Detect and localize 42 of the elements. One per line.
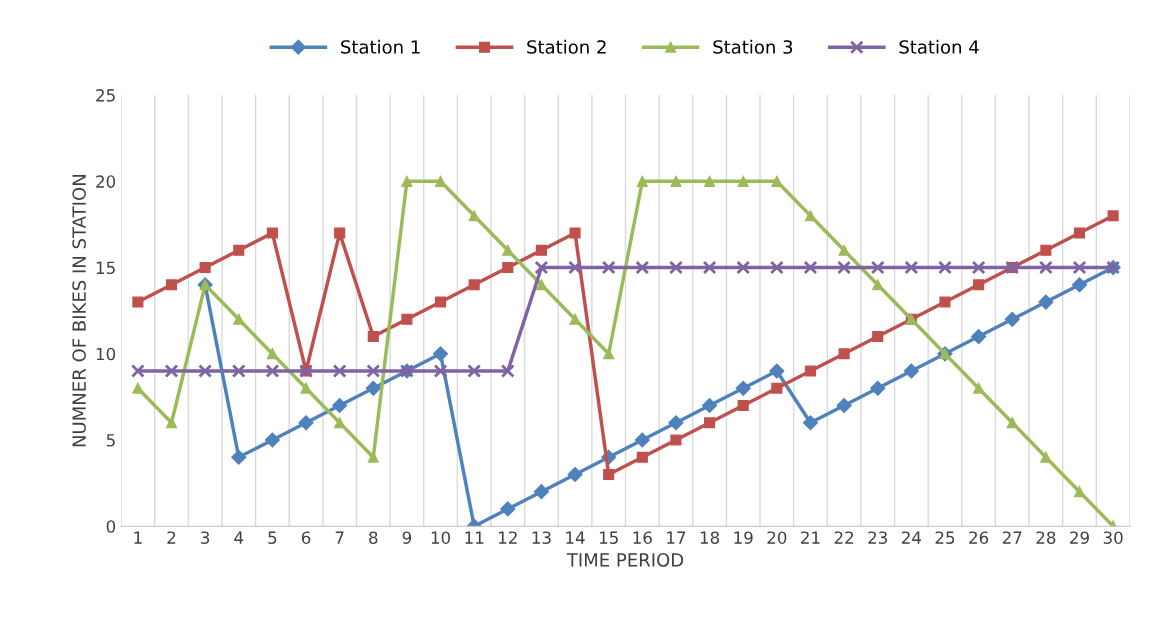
x-tick-label: 10 [431,531,451,544]
x-tick-label: 18 [700,531,720,544]
x-tick-label: 15 [599,531,618,544]
x-tick-label: 13 [532,531,551,544]
x-tick-label: 26 [969,531,989,544]
x-tick-label: 7 [335,531,344,544]
legend-label: Station 1 [341,39,420,54]
x-tick-label: 30 [1103,531,1123,544]
x-tick-label: 3 [201,531,210,544]
x-tick-label: 14 [566,531,585,544]
x-tick-label: 9 [402,531,412,544]
x-tick-label: 4 [234,531,244,544]
x-tick-label: 12 [499,531,517,544]
x-tick-label: 1 [134,531,142,544]
y-tick-label: 0 [106,520,116,533]
x-tick-label: 27 [1002,531,1022,544]
x-tick-label: 22 [834,531,854,544]
y-tick-label: 15 [96,261,115,275]
x-tick-label: 11 [465,531,484,544]
x-axis-title: TIME PERIOD [566,553,684,567]
legend-label: Station 3 [713,39,793,54]
y-tick-label: 10 [96,347,116,361]
y-tick-label: 5 [106,434,115,447]
x-tick-label: 24 [901,531,922,544]
x-tick-label: 6 [301,531,311,544]
x-tick-label: 23 [868,531,887,544]
x-tick-label: 25 [935,531,955,544]
x-tick-label: 21 [801,531,820,544]
x-tick-label: 8 [369,531,378,544]
x-tick-label: 5 [268,531,277,544]
x-tick-label: 29 [1070,531,1089,544]
y-axis-title: NUMNER OF BIKES IN STATION [72,175,86,447]
x-tick-label: 20 [767,531,787,544]
x-tick-label: 16 [633,531,652,544]
x-tick-label: 2 [167,531,176,544]
x-tick-label: 17 [667,531,686,544]
legend-label: Station 4 [899,39,979,54]
y-tick-label: 25 [96,89,115,102]
y-tick-label: 20 [96,175,116,188]
x-tick-label: 19 [734,531,753,544]
x-tick-label: 28 [1036,531,1056,544]
legend-label: Station 2 [527,39,606,54]
